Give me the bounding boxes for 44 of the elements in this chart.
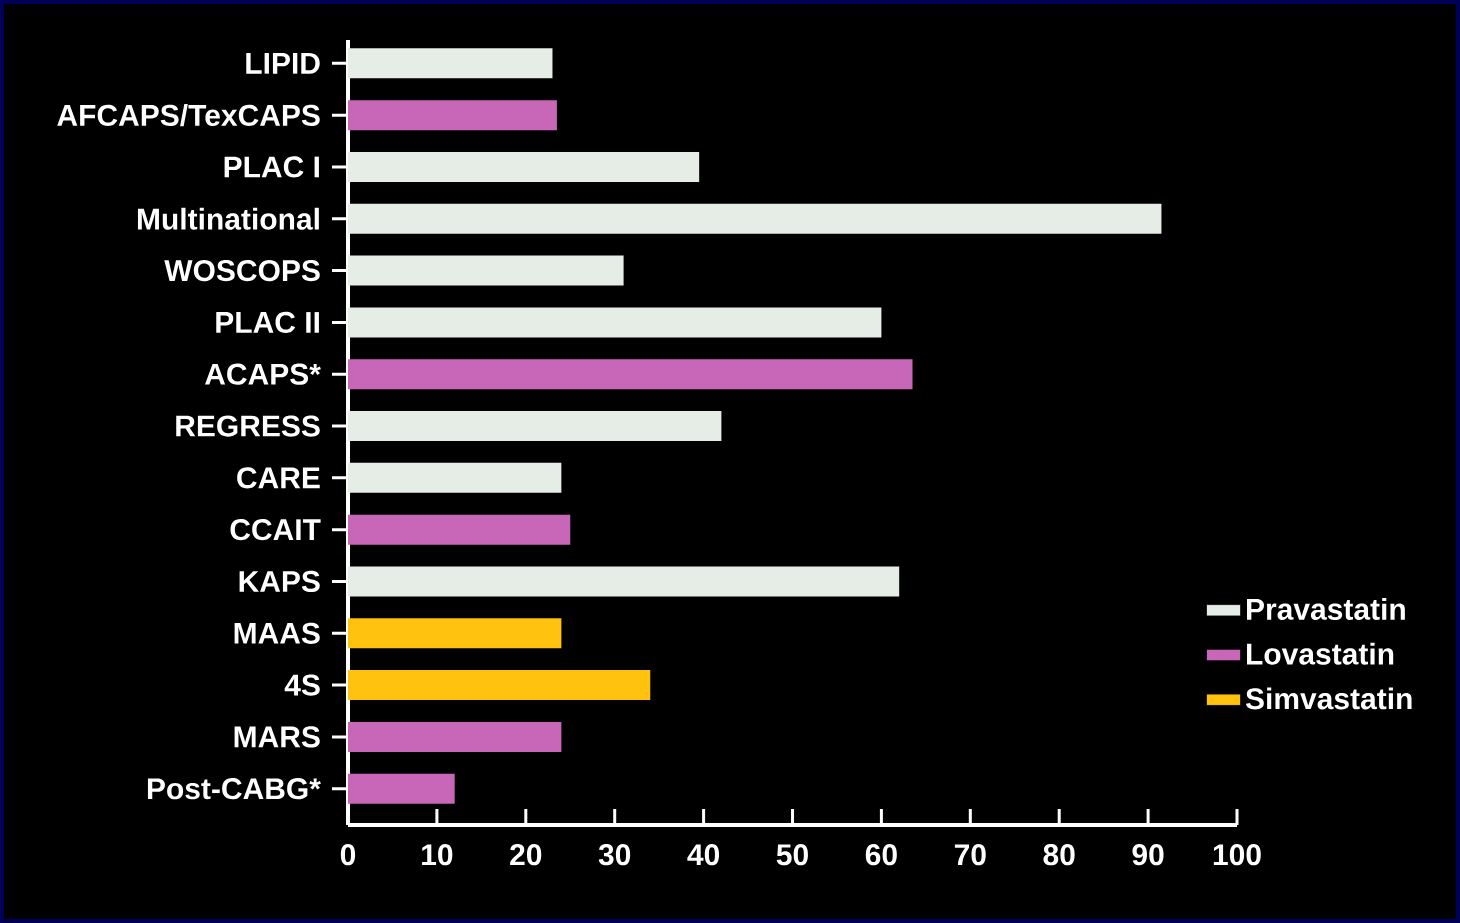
y-tick-label: KAPS <box>239 570 320 593</box>
bar <box>348 411 722 442</box>
x-tick-label: 90 <box>1132 844 1164 866</box>
x-tick-label: 20 <box>510 844 542 866</box>
y-tick-label: CCAIT <box>230 519 321 541</box>
y-tick-label: WOSCOPS <box>164 259 320 282</box>
y-tick-label: LIPID <box>246 53 320 74</box>
bar <box>348 307 882 338</box>
bar <box>348 566 900 597</box>
bar <box>348 359 913 390</box>
legend-label: Lovastatin <box>1247 642 1394 665</box>
y-tick-label: Post-CABG* <box>147 778 321 800</box>
bar <box>348 462 562 493</box>
y-tick-label: MAAS <box>234 622 320 644</box>
legend-label: Pravastatin <box>1247 597 1405 620</box>
bar <box>348 48 553 79</box>
bar <box>348 203 1162 234</box>
x-tick-label: 50 <box>776 844 808 866</box>
y-tick-label: MARS <box>234 726 320 748</box>
x-tick-label: 100 <box>1213 844 1261 866</box>
legend-label: Simvastatin <box>1245 687 1412 710</box>
bar <box>348 151 700 182</box>
x-tick-label: 70 <box>954 844 986 866</box>
x-tick-label: 30 <box>598 844 631 866</box>
x-tick-label: 10 <box>422 844 453 866</box>
y-tick-label: ACAPS* <box>205 363 321 385</box>
y-tick-label: PLAC II <box>216 311 319 334</box>
x-tick-label: 60 <box>865 844 897 866</box>
y-tick-label: REGRESS <box>176 415 320 437</box>
y-tick-label: AFCAPS/TexCAPS <box>57 103 320 127</box>
x-tick-label: 0 <box>340 844 356 866</box>
bar <box>348 255 624 286</box>
x-tick-label: 80 <box>1043 844 1075 866</box>
bar <box>348 100 557 131</box>
bar <box>348 514 571 545</box>
bar <box>348 670 651 701</box>
bar <box>348 618 562 649</box>
bar <box>348 721 562 752</box>
y-tick-label: CARE <box>237 467 320 489</box>
x-tick-label: 40 <box>687 844 720 866</box>
y-tick-label: 4S <box>284 674 320 696</box>
y-tick-label: Multinational <box>137 207 319 230</box>
bar <box>348 773 455 804</box>
y-tick-label: PLAC I <box>224 156 319 178</box>
